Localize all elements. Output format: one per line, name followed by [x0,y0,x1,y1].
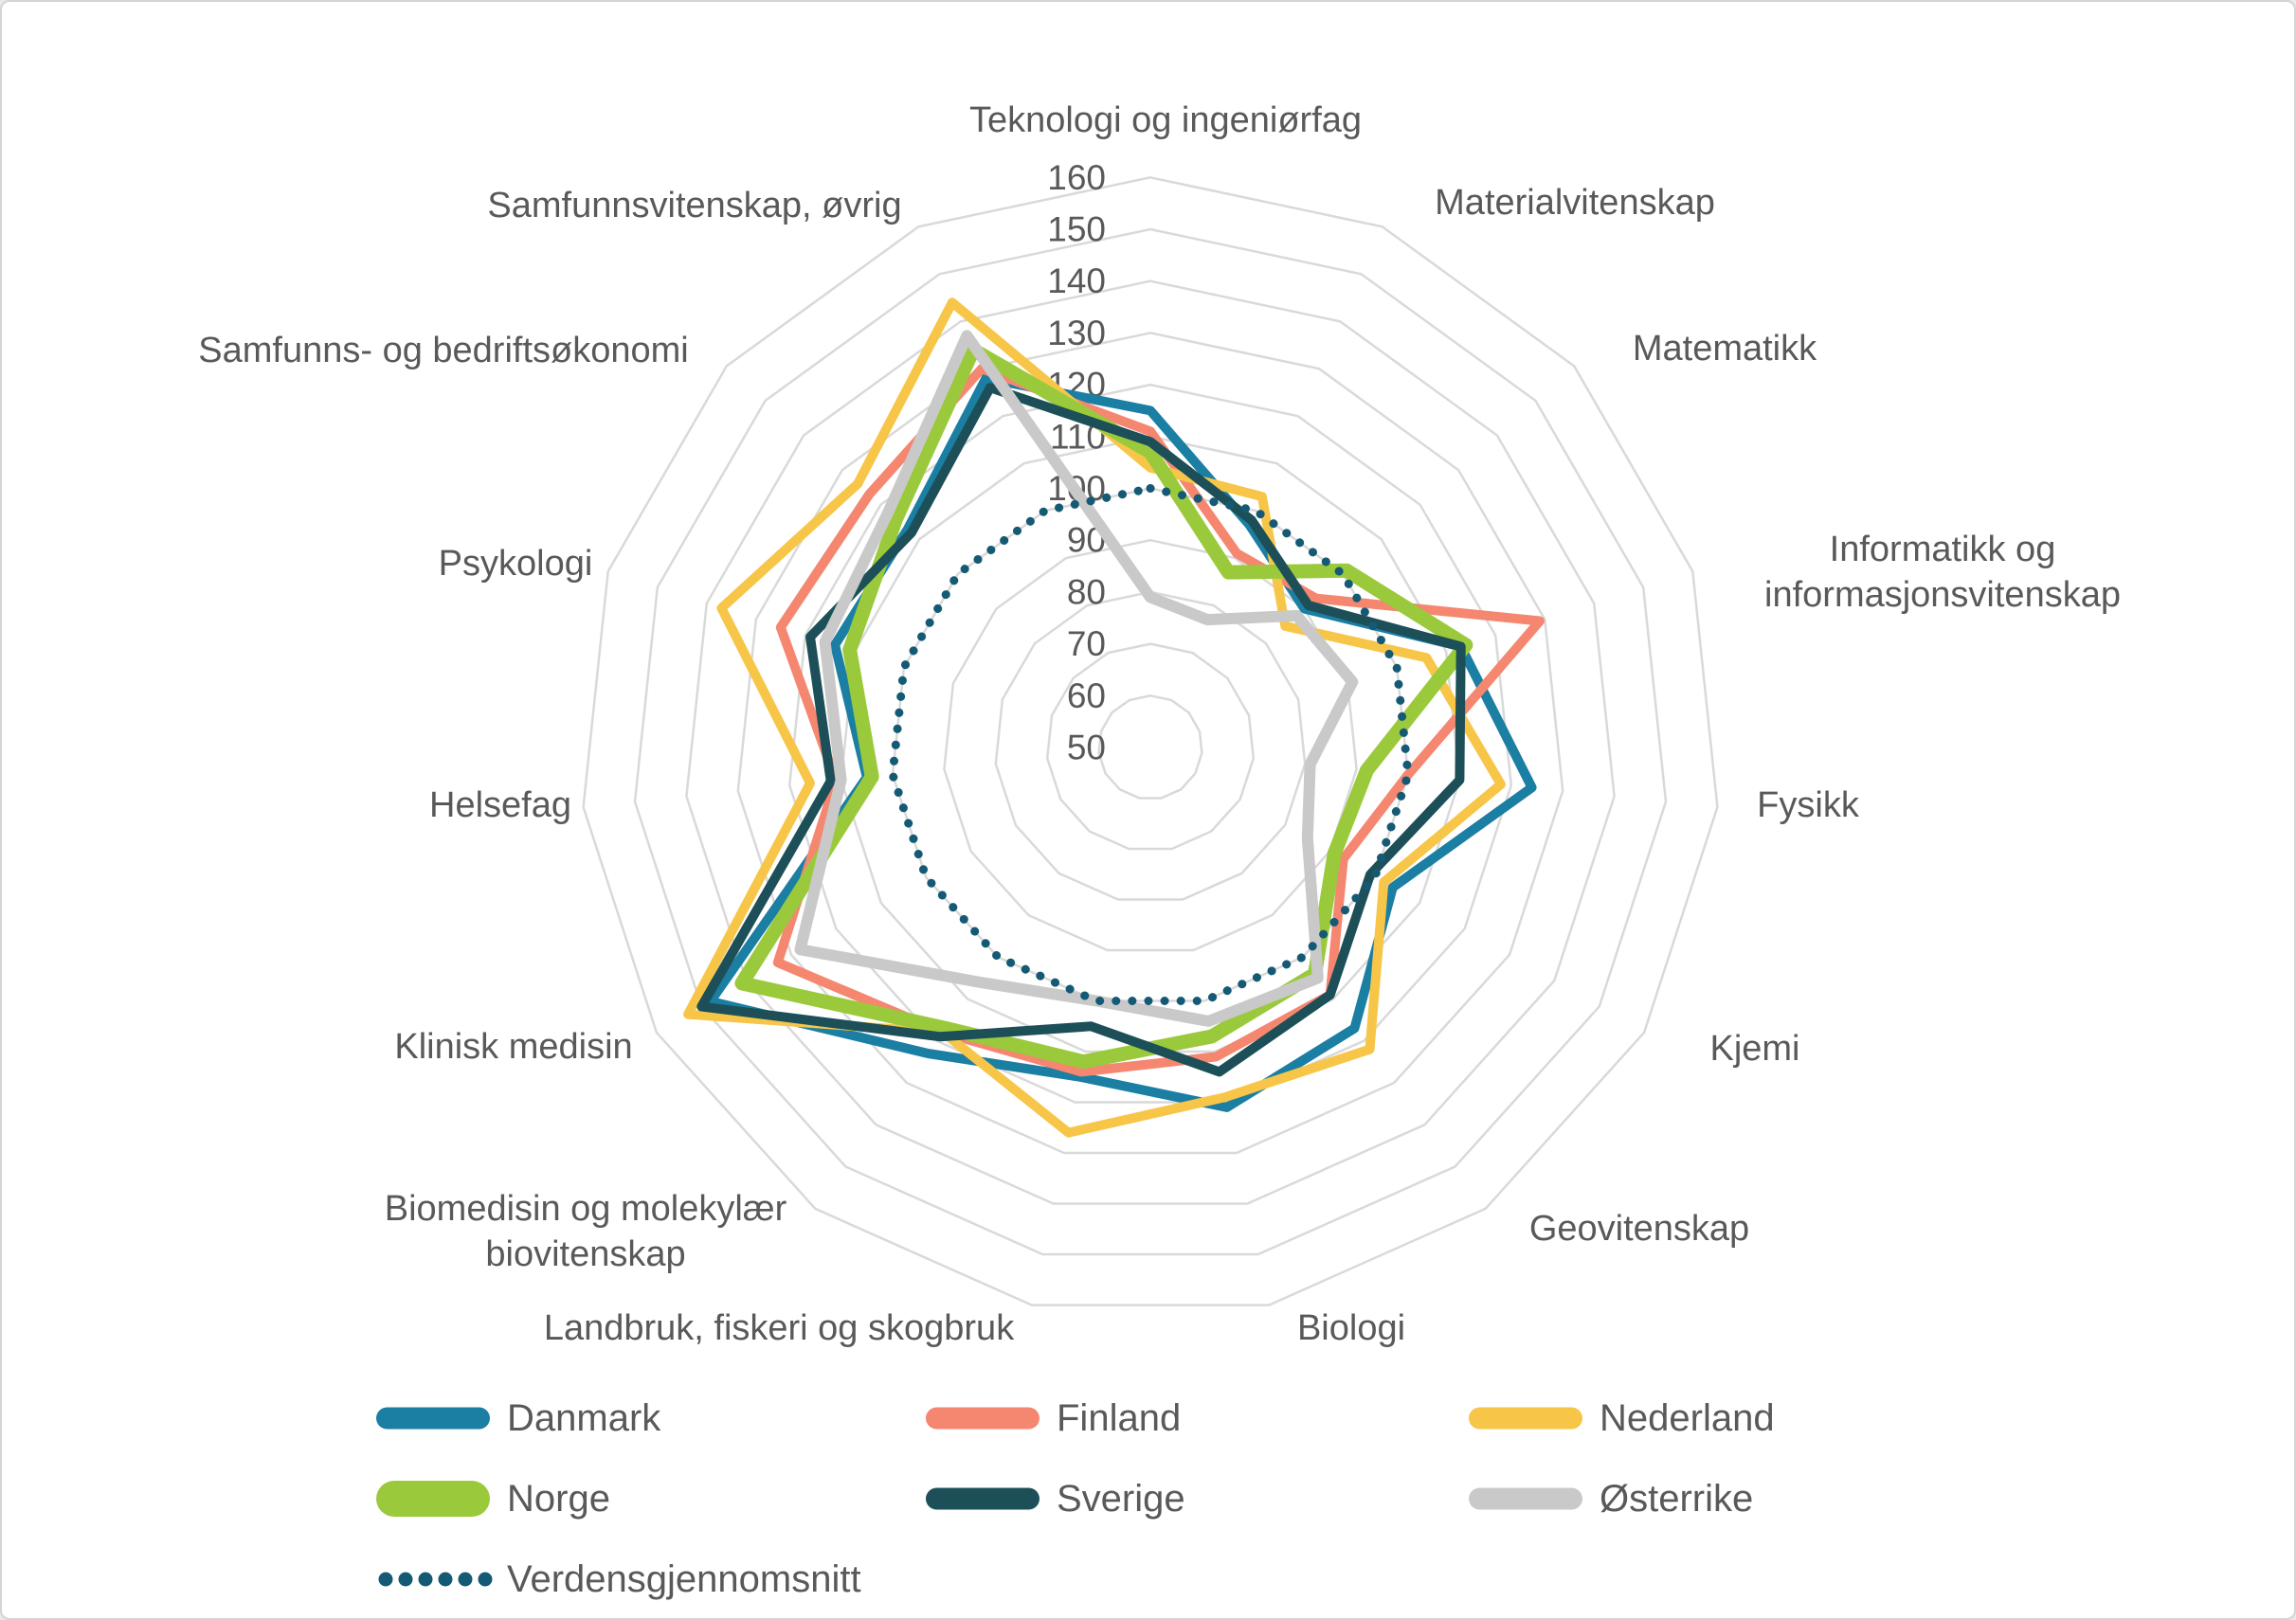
axis-tick-label: 60 [1067,676,1106,715]
grid-ring [994,590,1307,901]
axis-tick-label: 70 [1067,624,1106,663]
axis-tick-label: 160 [1047,158,1106,197]
grid-ring [1045,642,1256,851]
legend-label: Danmark [507,1397,661,1439]
legend-item-danmark: Danmark [376,1397,661,1439]
axis-tick-label: 50 [1067,729,1106,767]
series-sverige-line [696,383,1466,1077]
category-label: Klinisk medisin [394,1027,632,1067]
category-label: Samfunnsvitenskap, øvrig [487,186,901,225]
series--sterrike-line [794,330,1359,1027]
legend-label: Nederland [1600,1397,1775,1439]
legend-label: Norge [507,1478,610,1520]
legend-label: Sverige [1057,1478,1185,1520]
legend-marker [376,1481,490,1517]
legend-marker [1469,1407,1582,1430]
category-label: Geovitenskap [1529,1209,1749,1249]
legend-item-verdensgjennomsnitt: Verdensgjennomsnitt [378,1558,861,1600]
axis-tick-label: 80 [1067,572,1106,611]
legend-item-sverige: Sverige [926,1478,1185,1520]
legend-marker-dot [458,1572,473,1587]
category-label: Fysikk [1757,785,1860,825]
category-label: Materialvitenskap [1435,183,1715,223]
category-labels: Teknologi og ingeniørfag Materialvitenska… [198,100,2121,1348]
legend-marker [926,1407,1040,1430]
grid-rings [582,176,1719,1306]
axis-tick-label: 130 [1047,314,1106,352]
category-label: Teknologi og ingeniørfag [969,100,1362,140]
series-verdensgjennomsnitt-line [888,484,1413,1005]
series-finland-line [772,364,1545,1077]
grid-ring [1097,694,1203,800]
legend-marker [376,1407,490,1430]
legend-marker-dot [378,1572,393,1587]
legend-marker [1469,1487,1582,1510]
category-label: Biologi [1297,1308,1405,1348]
grid-ring [685,279,1616,1205]
legend-marker-dot [398,1572,413,1587]
legend-item-nederland: Nederland [1469,1397,1775,1439]
grid-ring [787,383,1513,1104]
category-label: informasjonsvitenskap [1764,575,2121,615]
legend-label: Finland [1057,1397,1181,1439]
axis-tick-label: 140 [1047,261,1106,300]
category-label: Samfunns- og bedriftsøkonomi [198,331,688,370]
series-lines [683,297,1545,1138]
grid-ring [736,332,1564,1155]
grid-ring [633,227,1668,1256]
category-label: Kjemi [1709,1029,1799,1069]
grid-ring [582,176,1719,1306]
category-label: Matematikk [1633,329,1817,369]
series-nederland-line [683,297,1506,1138]
category-label: Landbruk, fiskeri og skogbruk [544,1308,1015,1348]
axis-tick-label: 150 [1047,210,1106,249]
legend-item--sterrike: Østerrike [1469,1478,1753,1520]
category-label: biovitenskap [485,1234,685,1274]
category-label: Helsefag [429,785,571,825]
legend-label: Verdensgjennomsnitt [507,1558,861,1600]
grid-ring [840,435,1461,1053]
legend-marker-dot [478,1572,493,1587]
category-label: Biomedisin og molekylær [385,1189,787,1229]
legend-marker-dot [438,1572,453,1587]
legend: Danmark Finland Nederland Norge Sverige Øster… [376,1397,1775,1600]
legend-item-norge: Norge [376,1478,610,1520]
legend-label: Østerrike [1600,1478,1753,1520]
legend-marker-dot [418,1572,433,1587]
legend-item-finland: Finland [926,1397,1181,1439]
category-label: Psykologi [439,544,593,584]
legend-marker [926,1487,1040,1510]
category-label: Informatikk og [1830,530,2056,569]
